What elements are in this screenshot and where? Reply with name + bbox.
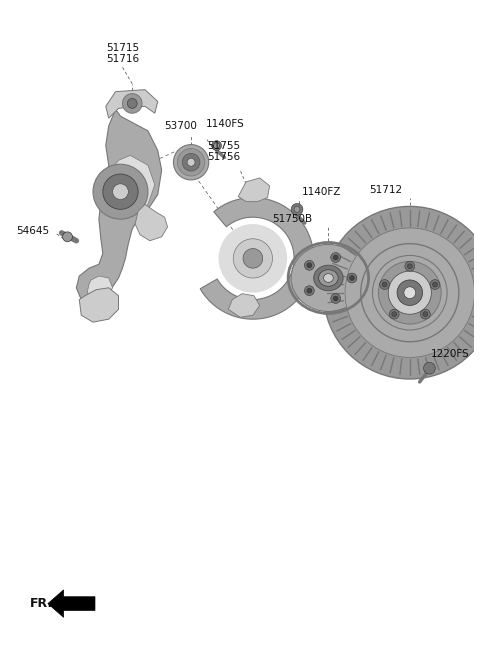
Circle shape (113, 184, 128, 200)
Circle shape (423, 363, 435, 374)
Circle shape (408, 263, 412, 269)
Circle shape (122, 93, 142, 113)
Text: 51750B: 51750B (272, 214, 312, 224)
Polygon shape (79, 288, 119, 322)
Circle shape (304, 286, 314, 296)
Circle shape (177, 148, 205, 176)
Polygon shape (135, 204, 168, 240)
Circle shape (349, 275, 354, 281)
Text: 1140FS: 1140FS (206, 119, 244, 129)
Text: 53700: 53700 (165, 121, 197, 131)
Circle shape (212, 141, 221, 150)
Circle shape (291, 204, 303, 215)
Circle shape (388, 271, 432, 314)
Polygon shape (48, 590, 95, 618)
Circle shape (378, 261, 441, 324)
Circle shape (331, 294, 341, 304)
Polygon shape (238, 178, 270, 202)
Text: FR.: FR. (30, 597, 53, 610)
Ellipse shape (319, 269, 338, 286)
Text: 51755
51756: 51755 51756 (207, 141, 240, 162)
Ellipse shape (324, 273, 333, 283)
Circle shape (62, 232, 72, 242)
Circle shape (389, 309, 399, 319)
Circle shape (187, 158, 195, 166)
Polygon shape (87, 276, 113, 298)
Circle shape (173, 145, 209, 180)
Circle shape (345, 228, 475, 357)
Circle shape (307, 288, 312, 293)
Circle shape (347, 273, 357, 283)
Circle shape (405, 261, 415, 271)
Circle shape (233, 238, 273, 278)
Circle shape (93, 164, 148, 219)
Circle shape (392, 311, 396, 317)
Circle shape (404, 287, 416, 298)
Circle shape (382, 282, 387, 287)
Text: 1220FS: 1220FS (431, 350, 469, 359)
Ellipse shape (291, 244, 366, 311)
Circle shape (127, 99, 137, 108)
Circle shape (380, 280, 390, 290)
Circle shape (103, 174, 138, 210)
Circle shape (182, 154, 200, 171)
Circle shape (423, 311, 428, 317)
Ellipse shape (314, 265, 343, 291)
Polygon shape (228, 294, 260, 317)
Text: 51712: 51712 (369, 185, 402, 194)
Circle shape (432, 282, 437, 287)
Circle shape (294, 206, 300, 212)
Circle shape (243, 248, 263, 268)
Circle shape (331, 252, 341, 262)
Text: 51715
51716: 51715 51716 (106, 43, 139, 64)
Polygon shape (108, 156, 155, 214)
Circle shape (218, 224, 287, 293)
Circle shape (333, 255, 338, 260)
Circle shape (307, 263, 312, 268)
Circle shape (397, 280, 422, 306)
Polygon shape (200, 198, 314, 319)
Circle shape (214, 143, 219, 148)
Circle shape (324, 206, 480, 379)
Circle shape (420, 309, 430, 319)
Circle shape (430, 280, 440, 290)
Polygon shape (106, 89, 158, 118)
Text: 1140FZ: 1140FZ (302, 187, 341, 196)
Polygon shape (76, 109, 162, 306)
Text: 54645: 54645 (16, 226, 49, 236)
Circle shape (333, 296, 338, 301)
Circle shape (304, 260, 314, 270)
